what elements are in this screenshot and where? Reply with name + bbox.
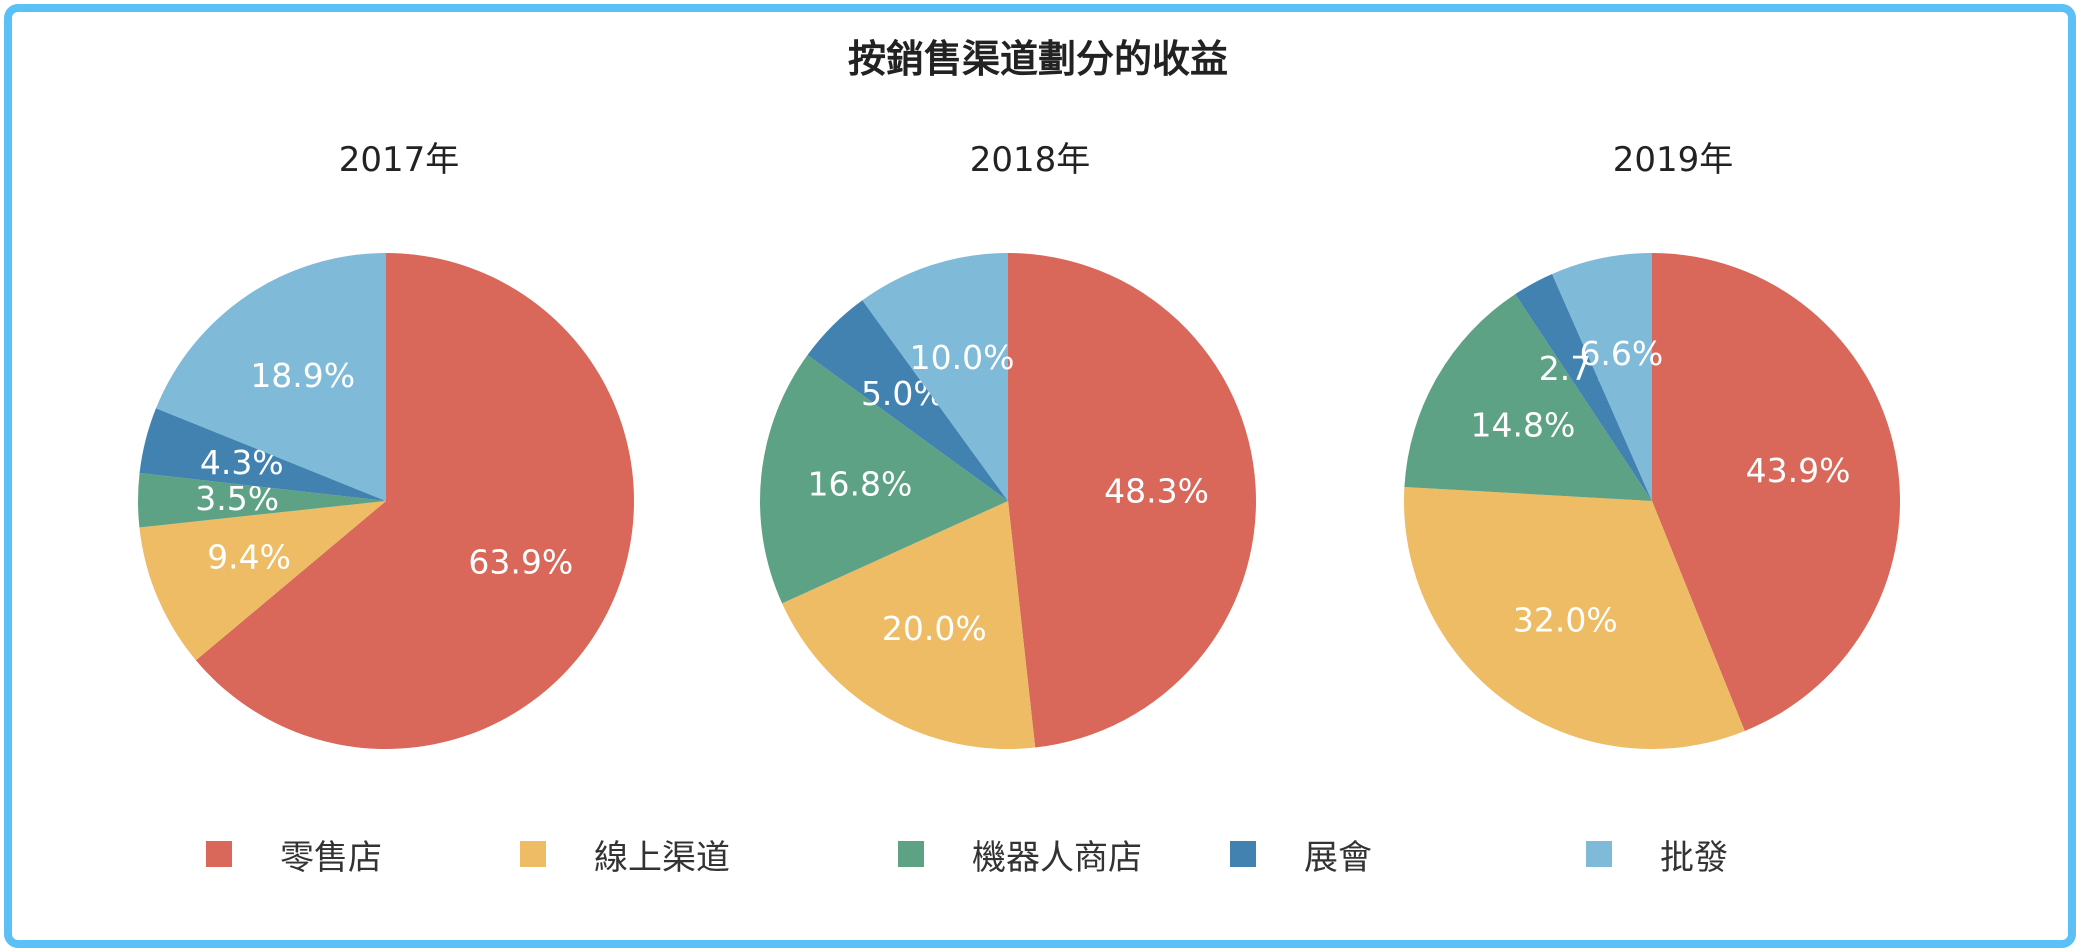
pie-2-slice-wholesale[interactable] — [1552, 253, 1652, 501]
legend-label-online: 線上渠道 — [594, 837, 730, 878]
pie-0-slice-exhibition[interactable] — [139, 408, 386, 501]
pie-0-label-wholesale: 18.9% — [250, 356, 355, 395]
pie-0-slice-wholesale[interactable] — [155, 252, 386, 501]
pie-0-slice-online[interactable] — [139, 501, 386, 661]
pie-title-0: 2017年 — [338, 140, 460, 180]
legend-label-wholesale: 批發 — [1660, 837, 1728, 878]
legend-swatch-exhibition — [1230, 841, 1256, 867]
pie-1-label-online: 20.0% — [882, 609, 987, 648]
legend: 零售店 線上渠道 機器人商店 展會 批發 — [0, 830, 2076, 878]
pie-1-slice-wholesale[interactable] — [862, 253, 1008, 501]
legend-label-retail: 零售店 — [280, 837, 382, 878]
pie-2-label-wholesale: 6.6% — [1579, 334, 1663, 373]
pie-1-slice-exhibition[interactable] — [807, 300, 1008, 501]
pie-2-slice-online[interactable] — [1403, 486, 1745, 750]
legend-item-online[interactable]: 線上渠道 — [520, 830, 730, 878]
pie-0-slice-robot-store[interactable] — [137, 473, 386, 528]
pie-0-label-online: 9.4% — [207, 538, 291, 577]
pie-2-label-online: 32.0% — [1513, 600, 1618, 639]
pie-0-slice-retail[interactable] — [195, 253, 634, 749]
pie-2-slice-retail[interactable] — [1652, 253, 1900, 732]
legend-swatch-wholesale — [1586, 841, 1612, 867]
legend-item-wholesale[interactable]: 批發 — [1586, 830, 1728, 878]
legend-item-robot-store[interactable]: 機器人商店 — [898, 830, 1142, 878]
pie-1-label-wholesale: 10.0% — [910, 338, 1015, 377]
pie-1-label-retail: 48.3% — [1104, 471, 1209, 510]
pie-title-2: 2019年 — [1612, 140, 1734, 180]
pie-2-label-robot-store: 14.8% — [1471, 405, 1576, 444]
legend-item-exhibition[interactable]: 展會 — [1230, 830, 1372, 878]
pie-1-slice-robot-store[interactable] — [759, 355, 1008, 604]
pie-2-label-retail: 43.9% — [1746, 451, 1851, 490]
legend-swatch-online — [520, 841, 546, 867]
legend-label-exhibition: 展會 — [1304, 837, 1372, 878]
legend-swatch-robot-store — [898, 841, 924, 867]
pie-1-slice-retail[interactable] — [1008, 253, 1256, 748]
chart-title: 按銷售渠道劃分的收益 — [847, 37, 1228, 81]
legend-label-robot-store: 機器人商店 — [972, 837, 1142, 878]
pie-1-slice-online[interactable] — [782, 501, 1036, 749]
pie-2-slice-exhibition[interactable] — [1515, 274, 1652, 501]
pie-1-label-robot-store: 16.8% — [808, 464, 913, 503]
legend-swatch-retail — [206, 841, 232, 867]
pie-2-slice-robot-store[interactable] — [1404, 294, 1652, 501]
pie-0-label-retail: 63.9% — [468, 542, 573, 581]
pie-title-1: 2018年 — [969, 140, 1091, 180]
legend-item-retail[interactable]: 零售店 — [206, 830, 382, 878]
